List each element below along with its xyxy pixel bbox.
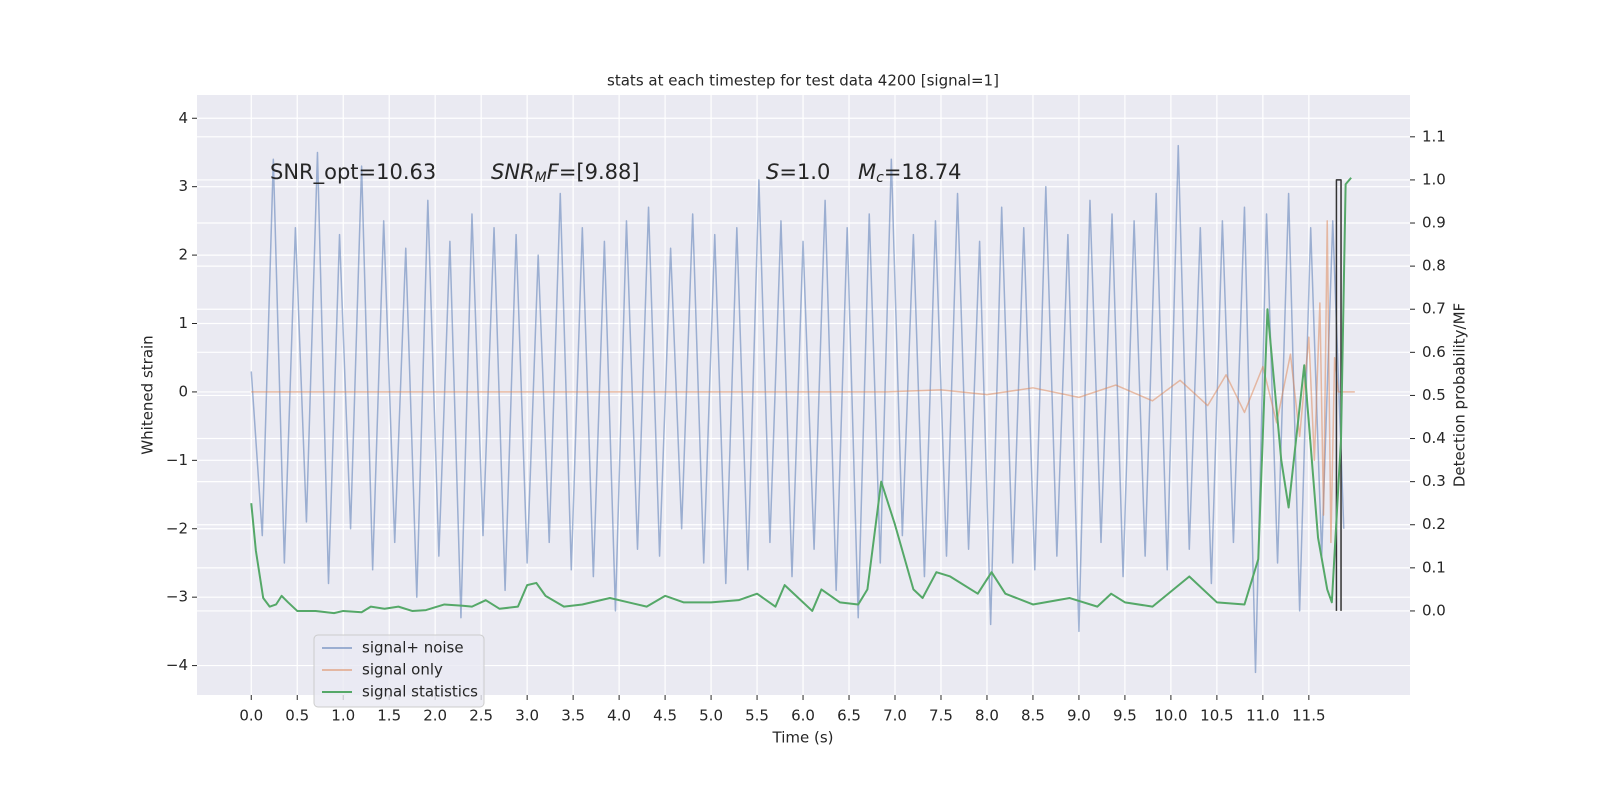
y-tick-label: −2 (166, 519, 188, 537)
y2-tick-label: 0.8 (1422, 257, 1446, 275)
annotation: SNRMF=[9.88] (491, 160, 640, 186)
y-tick-label: 1 (178, 314, 188, 332)
series-line (251, 220, 1355, 544)
series-line (250, 144, 1345, 674)
x-tick-label: 9.0 (1067, 707, 1091, 725)
annotation-part: M (535, 170, 547, 186)
x-tick-label: 10.0 (1154, 707, 1187, 725)
legend: signal+ noise signal only signal statistic… (313, 634, 485, 708)
y2-tick-label: 0.0 (1422, 601, 1446, 619)
x-tick-label: 8.0 (975, 707, 999, 725)
x-tick-label: 3.0 (515, 707, 539, 725)
y-tick-label: −1 (166, 451, 188, 469)
annotation-part: SNR_opt=10.63 (270, 160, 436, 185)
y2-tick-label: 1.1 (1422, 127, 1446, 145)
y2-tick-label: 0.2 (1422, 515, 1446, 533)
y-tick-label: 4 (178, 109, 188, 127)
annotation-part: M (858, 160, 876, 184)
annotation-part: =1.0 (779, 160, 830, 184)
x-tick-label: 10.5 (1200, 707, 1233, 725)
x-tick-label: 2.0 (423, 707, 447, 725)
annotation-part: SNR (491, 160, 535, 184)
x-tick-label: 1.0 (331, 707, 355, 725)
y-tick-label: 2 (178, 246, 188, 264)
annotation-part: c (876, 170, 884, 186)
y-tick-label: −4 (166, 656, 188, 674)
x-tick-label: 9.5 (1113, 707, 1137, 725)
annotation: SNR_opt=10.63 (270, 160, 436, 185)
x-tick-label: 11.5 (1292, 707, 1325, 725)
x-tick-label: 7.0 (883, 707, 907, 725)
x-tick-label: 6.5 (837, 707, 861, 725)
y2-tick-label: 0.4 (1422, 429, 1446, 447)
y2-tick-label: 0.1 (1422, 558, 1446, 576)
annotation-part: S (766, 160, 779, 184)
y-axis-label: Whitened strain (139, 335, 157, 454)
x-tick-label: 0.5 (285, 707, 309, 725)
annotation: S=1.0 (766, 160, 830, 184)
x-tick-label: 4.5 (653, 707, 677, 725)
x-tick-label: 5.5 (745, 707, 769, 725)
x-tick-label: 3.5 (561, 707, 585, 725)
x-tick-label: 6.0 (791, 707, 815, 725)
y2-tick-label: 0.5 (1422, 386, 1446, 404)
y-tick-label: 0 (178, 382, 188, 400)
y2-tick-label: 0.9 (1422, 214, 1446, 232)
x-tick-label: 0.0 (239, 707, 263, 725)
y2-tick-label: 0.7 (1422, 300, 1446, 318)
x-axis-label: Time (s) (772, 729, 834, 747)
y2-tick-label: 1.0 (1422, 170, 1446, 188)
y2-tick-label: 0.3 (1422, 472, 1446, 490)
x-tick-label: 8.5 (1021, 707, 1045, 725)
legend-label: signal+ noise (362, 639, 464, 657)
annotation-part: =[9.88] (559, 160, 640, 184)
x-tick-label: 2.5 (469, 707, 493, 725)
annotation-part: F (547, 160, 560, 184)
x-tick-label: 5.0 (699, 707, 723, 725)
chart-title: stats at each timestep for test data 420… (607, 72, 999, 90)
y2-axis-label: Detection probability/MF (1451, 303, 1469, 487)
y2-tick-label: 0.6 (1422, 343, 1446, 361)
x-tick-label: 11.0 (1246, 707, 1279, 725)
legend-box (313, 634, 485, 708)
series-line (250, 177, 1352, 615)
annotation: Mc=18.74 (858, 160, 962, 186)
x-tick-label: 1.5 (377, 707, 401, 725)
x-tick-label: 7.5 (929, 707, 953, 725)
legend-label: signal statistics (362, 683, 478, 701)
y-tick-label: −3 (166, 588, 188, 606)
legend-label: signal only (362, 661, 443, 679)
y-tick-label: 3 (178, 177, 188, 195)
annotation-part: =18.74 (884, 160, 962, 184)
x-tick-label: 4.0 (607, 707, 631, 725)
